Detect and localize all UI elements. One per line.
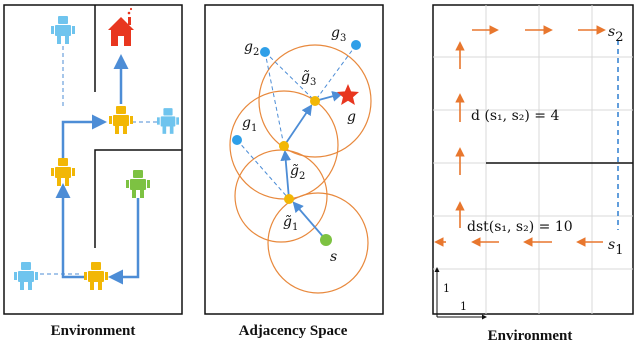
path-arrow — [292, 201, 327, 241]
path-arrow — [61, 114, 107, 158]
left-caption: Environment — [51, 323, 136, 339]
right-environment-border — [432, 4, 634, 315]
dashed-link — [236, 139, 290, 200]
label-gt1: g̃1 — [283, 214, 298, 233]
dashed-link — [264, 51, 285, 147]
robot-icon — [84, 262, 108, 290]
label-gt3: g̃3 — [301, 69, 316, 88]
label-g1: g1 — [242, 115, 257, 134]
path-arrow — [55, 183, 84, 279]
node-s — [320, 234, 332, 246]
label-g2: g2 — [244, 39, 259, 58]
path-arrow — [280, 149, 292, 200]
robot-icon — [51, 16, 75, 44]
left-environment-border — [3, 4, 183, 315]
label-g3: g3 — [331, 25, 346, 44]
label-s2: s2 — [608, 24, 623, 45]
adjacency-circle — [258, 44, 372, 158]
node-g2 — [260, 47, 270, 57]
node-gt2 — [279, 141, 289, 151]
scale-marker: 1 1 — [434, 267, 487, 320]
star-icon — [337, 84, 359, 105]
right-panel: s2 s1 d (s₁, s₂) = 4 dst(s₁, s₂) = 10 1 … — [432, 4, 634, 344]
left-panel: Environment — [3, 4, 183, 339]
label-g: g — [347, 109, 356, 125]
robot-icon — [51, 158, 75, 186]
adjacency-circle — [267, 192, 369, 294]
label-s1: s1 — [608, 237, 623, 258]
middle-caption: Adjacency Space — [239, 323, 348, 339]
robot-icon — [126, 170, 150, 198]
node-g1 — [232, 135, 242, 145]
grid — [433, 5, 633, 314]
shortest-path-arrows — [434, 25, 606, 247]
right-caption: Environment — [488, 328, 573, 344]
node-gt1 — [284, 194, 294, 204]
path-arrow — [283, 104, 313, 147]
robot-icon — [14, 262, 38, 290]
middle-panel: g2 g3 g1 g̃3 g̃2 g̃1 g s Adjacency Space — [204, 4, 384, 339]
node-gt3 — [310, 96, 320, 106]
distance-label: d (s₁, s₂) = 4 — [471, 108, 559, 124]
left-wall-middle — [94, 149, 182, 248]
adjacency-space-border — [204, 4, 384, 315]
house-icon — [108, 7, 134, 46]
robot-icon — [109, 106, 133, 134]
dashed-link — [314, 44, 357, 102]
scale-x-label: 1 — [460, 300, 467, 313]
st-distance-label: dst(s₁, s₂) = 10 — [467, 219, 573, 235]
node-g3 — [351, 40, 361, 50]
scale-y-label: 1 — [443, 282, 450, 295]
robot-icon — [157, 108, 179, 134]
dashed-link — [264, 51, 316, 102]
adjacency-circle — [234, 149, 328, 243]
path-arrow — [108, 198, 140, 285]
label-gt2: g̃2 — [290, 163, 305, 182]
label-s: s — [330, 249, 337, 265]
